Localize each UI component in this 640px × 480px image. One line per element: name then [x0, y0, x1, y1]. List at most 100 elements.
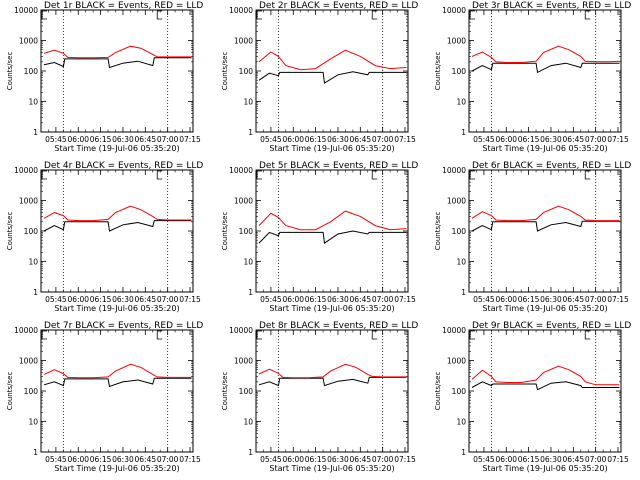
x-tick-label: 05:45: [473, 455, 495, 464]
x-tick-label: 06:30: [112, 135, 134, 144]
panel-det-6: Det 6r BLACK = Events, RED = LLD 1 10 100 10…: [434, 161, 631, 313]
y-tick-label: 1000: [447, 357, 466, 366]
x-tick-label: 06:15: [518, 295, 540, 304]
y-tick-label: 1: [33, 448, 38, 457]
x-tick-label: 06:00: [67, 455, 89, 464]
x-axis-label: Start Time (19-Jul-06 05:35:20): [482, 464, 607, 473]
y-tick-label: 10: [456, 98, 466, 107]
x-tick-label: 06:00: [495, 135, 517, 144]
y-tick-label: 10000: [442, 6, 466, 15]
x-tick-label: 07:15: [394, 295, 416, 304]
x-tick-label: 06:30: [327, 455, 349, 464]
x-tick-label: 07:00: [585, 295, 607, 304]
y-axis-label: Counts/sec: [6, 372, 14, 411]
event-marker: [584, 170, 591, 180]
series-line-lld: [471, 365, 620, 386]
event-marker: [256, 170, 262, 180]
x-axis-label: Start Time (19-Jul-06 05:35:20): [54, 144, 179, 153]
x-axis-label: Start Time (19-Jul-06 05:35:20): [269, 144, 394, 153]
y-tick-label: 1000: [19, 357, 38, 366]
y-tick-label: 1000: [19, 37, 38, 46]
x-tick-label: 06:15: [305, 135, 327, 144]
plot-frame: [468, 9, 622, 133]
series-line-lld: [43, 45, 192, 59]
y-axis-label: Counts/sec: [434, 372, 442, 411]
x-tick-label: 06:30: [327, 135, 349, 144]
y-tick-label: 1: [33, 128, 38, 137]
y-tick-label: 100: [24, 227, 39, 236]
y-tick-label: 10000: [442, 166, 466, 175]
y-axis-label: Counts/sec: [6, 52, 14, 91]
y-tick-label: 100: [239, 67, 254, 76]
y-tick-label: 1000: [234, 357, 253, 366]
x-tick-label: 05:45: [260, 135, 282, 144]
x-tick-label: 07:15: [394, 455, 416, 464]
event-marker: [584, 330, 591, 340]
series-line-lld: [471, 45, 620, 63]
y-tick-label: 10: [456, 258, 466, 267]
y-tick-label: 10: [28, 98, 38, 107]
event-marker: [469, 170, 475, 180]
x-tick-label: 06:45: [135, 295, 157, 304]
x-tick-label: 06:00: [282, 295, 304, 304]
event-marker: [584, 10, 591, 20]
x-tick-label: 05:45: [473, 135, 495, 144]
y-tick-label: 1000: [234, 197, 253, 206]
x-tick-label: 06:45: [135, 135, 157, 144]
y-tick-label: 10000: [442, 326, 466, 335]
x-tick-label: 06:30: [540, 455, 562, 464]
x-tick-label: 06:45: [563, 295, 585, 304]
series-line-lld: [258, 49, 407, 71]
x-tick-label: 06:00: [282, 135, 304, 144]
panel-title: Det 8r BLACK = Events, RED = LLD: [259, 321, 418, 331]
x-tick-label: 06:30: [112, 455, 134, 464]
series-line-events: [43, 377, 192, 388]
plot-frame: [255, 329, 409, 453]
x-axis-label: Start Time (19-Jul-06 05:35:20): [269, 464, 394, 473]
y-tick-label: 10000: [229, 166, 253, 175]
x-tick-label: 06:45: [135, 455, 157, 464]
series-line-events: [471, 62, 620, 74]
panel-det-3: Det 3r BLACK = Events, RED = LLD 1 10 100 10…: [434, 1, 631, 153]
y-tick-label: 100: [24, 67, 39, 76]
x-tick-label: 05:45: [473, 295, 495, 304]
x-tick-label: 07:00: [372, 455, 394, 464]
y-tick-label: 1: [248, 448, 253, 457]
y-tick-label: 1000: [234, 37, 253, 46]
series-line-lld: [258, 363, 407, 379]
x-tick-label: 07:15: [607, 135, 629, 144]
event-marker: [41, 330, 47, 340]
series-line-events: [258, 230, 407, 244]
event-marker: [156, 10, 163, 20]
x-tick-label: 07:00: [372, 135, 394, 144]
panel-title: Det 6r BLACK = Events, RED = LLD: [472, 161, 631, 171]
x-tick-label: 06:15: [305, 295, 327, 304]
y-tick-label: 10000: [229, 326, 253, 335]
event-marker: [371, 330, 378, 340]
x-axis-label: Start Time (19-Jul-06 05:35:20): [482, 304, 607, 313]
x-tick-label: 05:45: [45, 455, 67, 464]
x-axis-label: Start Time (19-Jul-06 05:35:20): [482, 144, 607, 153]
x-tick-label: 06:15: [518, 135, 540, 144]
x-tick-label: 06:45: [350, 295, 372, 304]
x-tick-label: 07:15: [179, 455, 201, 464]
y-tick-label: 100: [452, 67, 467, 76]
y-tick-label: 10000: [14, 6, 38, 15]
event-marker: [469, 10, 475, 20]
y-tick-label: 100: [239, 227, 254, 236]
x-tick-label: 07:15: [607, 455, 629, 464]
x-tick-label: 06:30: [540, 295, 562, 304]
x-tick-label: 06:15: [305, 455, 327, 464]
panel-title: Det 3r BLACK = Events, RED = LLD: [472, 1, 631, 11]
plot-frame: [468, 169, 622, 293]
event-marker: [469, 330, 475, 340]
y-tick-label: 1000: [447, 37, 466, 46]
y-tick-label: 100: [452, 387, 467, 396]
x-tick-label: 06:15: [90, 455, 112, 464]
plot-frame: [40, 329, 194, 453]
panel-title: Det 9r BLACK = Events, RED = LLD: [472, 321, 631, 331]
y-tick-label: 10000: [14, 166, 38, 175]
y-tick-label: 1: [33, 288, 38, 297]
x-tick-label: 07:15: [394, 135, 416, 144]
event-marker: [256, 330, 262, 340]
